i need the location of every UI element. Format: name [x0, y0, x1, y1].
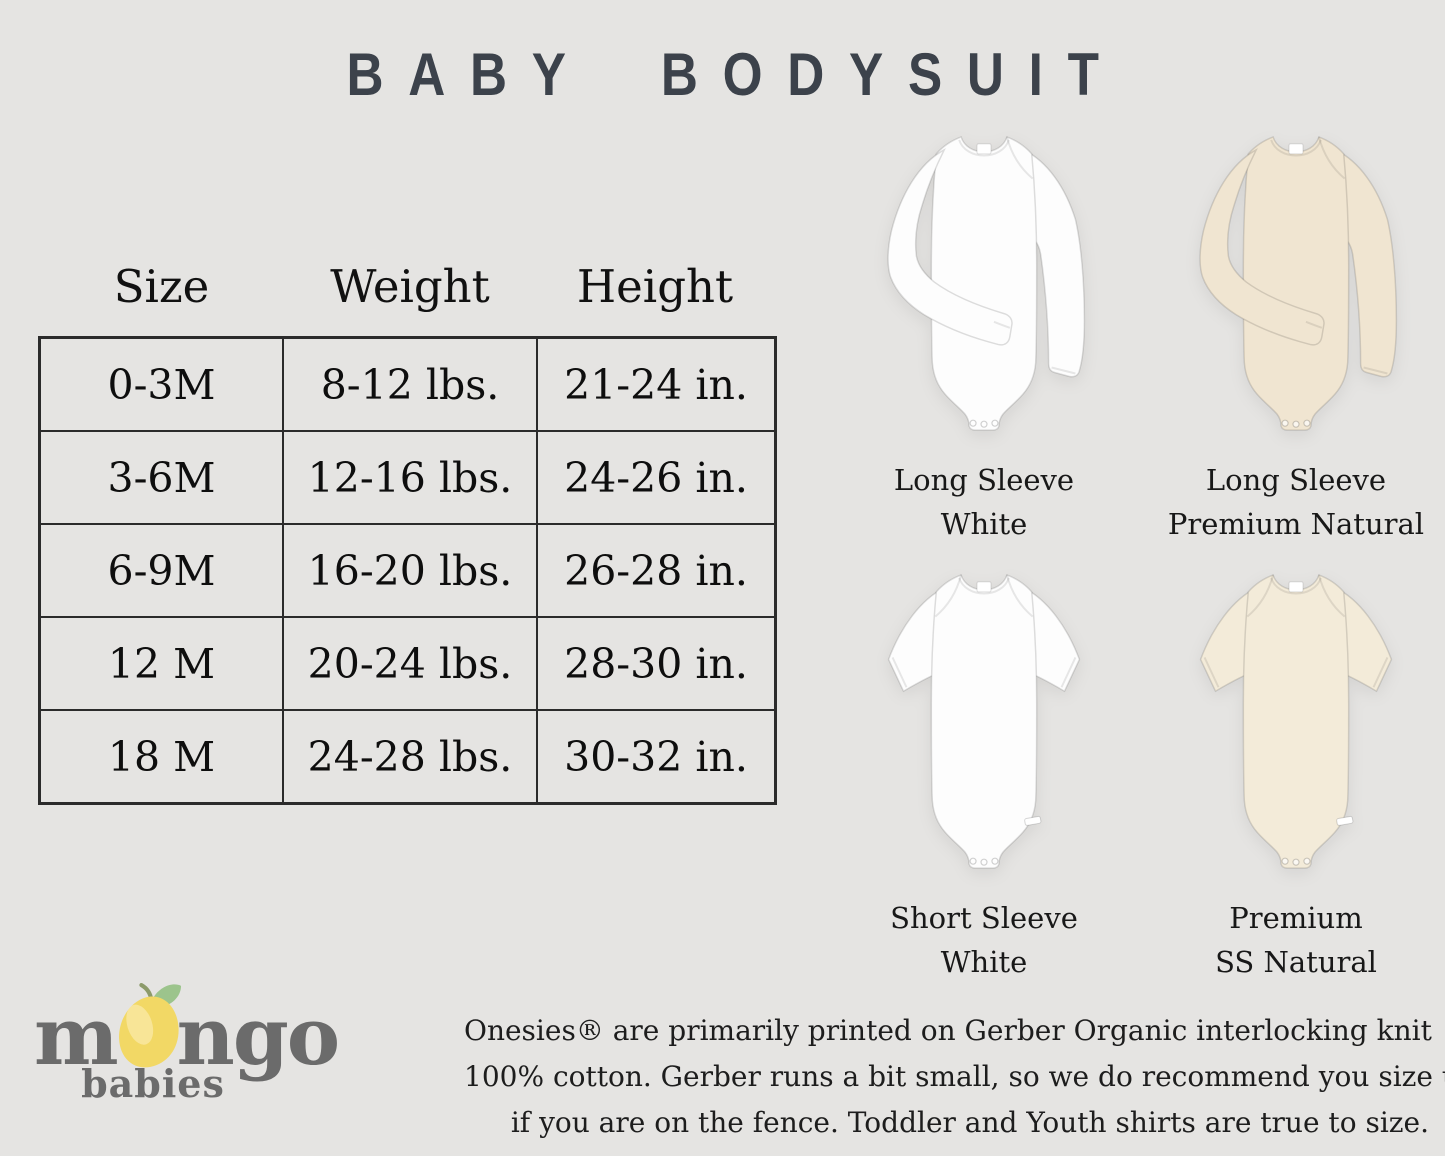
table-cell-weight: 24-28 lbs.	[283, 710, 537, 803]
footnote-line: 100% cotton. Gerber runs a bit small, so…	[464, 1060, 1445, 1093]
products-grid: Long Sleeve White Long Sleeve Premium Na…	[846, 124, 1434, 984]
table-cell-size: 3-6M	[40, 431, 283, 524]
product-label-line: SS Natural	[1215, 945, 1377, 979]
product-label-line: Premium Natural	[1167, 507, 1425, 541]
brand-subtitle: babies	[81, 1061, 225, 1106]
product-label-line: White	[940, 507, 1028, 541]
table-cell-height: 21-24 in.	[537, 338, 775, 431]
table-cell-size: 6-9M	[40, 524, 283, 617]
mango-icon	[118, 982, 181, 1068]
table-cell-height: 26-28 in.	[537, 524, 775, 617]
product-label: Premium SS Natural	[1215, 896, 1377, 984]
brand-word-start: m	[34, 989, 119, 1083]
table-cell-weight: 8-12 lbs.	[283, 338, 537, 431]
product-label: Short Sleeve White	[890, 896, 1078, 984]
page-title-text: BABY BODYSUIT	[346, 41, 1125, 109]
brand-word: m ngo	[34, 982, 340, 1083]
column-header-weight: Weight	[330, 260, 490, 313]
bodysuit-short-sleeve-natural-image	[1165, 562, 1427, 892]
product-label: Long Sleeve Premium Natural	[1168, 458, 1424, 546]
product-card-long-sleeve-white: Long Sleeve White	[846, 124, 1122, 546]
brand-word-end: ngo	[176, 989, 340, 1083]
table-cell-size: 18 M	[40, 710, 283, 803]
table-cell-weight: 12-16 lbs.	[283, 431, 537, 524]
product-label-line: Long Sleeve	[1205, 463, 1387, 497]
product-label-line: Long Sleeve	[893, 463, 1075, 497]
product-label-line: Short Sleeve	[890, 901, 1078, 935]
column-header-height: Height	[576, 260, 734, 313]
product-label-line: Premium	[1229, 901, 1363, 935]
bodysuit-long-sleeve-white-image	[853, 124, 1115, 454]
product-card-short-sleeve-white: Short Sleeve White	[846, 562, 1122, 984]
table-cell-height: 28-30 in.	[537, 617, 775, 710]
footnote-line: if you are on the fence. Toddler and You…	[510, 1106, 1429, 1139]
product-label: Long Sleeve White	[894, 458, 1074, 546]
product-card-short-sleeve-natural: Premium SS Natural	[1158, 562, 1434, 984]
page-title: BABY BODYSUIT	[0, 40, 1445, 108]
bodysuit-short-sleeve-white-image	[853, 562, 1115, 892]
product-card-long-sleeve-natural: Long Sleeve Premium Natural	[1158, 124, 1434, 546]
footnote-line: Onesies® are primarily printed on Gerber…	[464, 1014, 1432, 1047]
brand-logo: m ngo babies	[34, 982, 340, 1106]
table-cell-weight: 16-20 lbs.	[283, 524, 537, 617]
table-cell-weight: 20-24 lbs.	[283, 617, 537, 710]
size-chart-table: 0-3M 8-12 lbs. 21-24 in. 3-6M 12-16 lbs.…	[38, 336, 777, 805]
table-cell-height: 30-32 in.	[537, 710, 775, 803]
table-cell-size: 0-3M	[40, 338, 283, 431]
table-cell-size: 12 M	[40, 617, 283, 710]
table-cell-height: 24-26 in.	[537, 431, 775, 524]
size-chart-header-row: Size Weight Height	[40, 258, 773, 316]
footnote: Onesies® are primarily printed on Gerber…	[464, 1008, 1445, 1146]
product-label-line: White	[940, 945, 1028, 979]
bodysuit-long-sleeve-natural-image	[1165, 124, 1427, 454]
column-header-size: Size	[113, 260, 210, 313]
mango-highlight	[125, 1004, 153, 1045]
